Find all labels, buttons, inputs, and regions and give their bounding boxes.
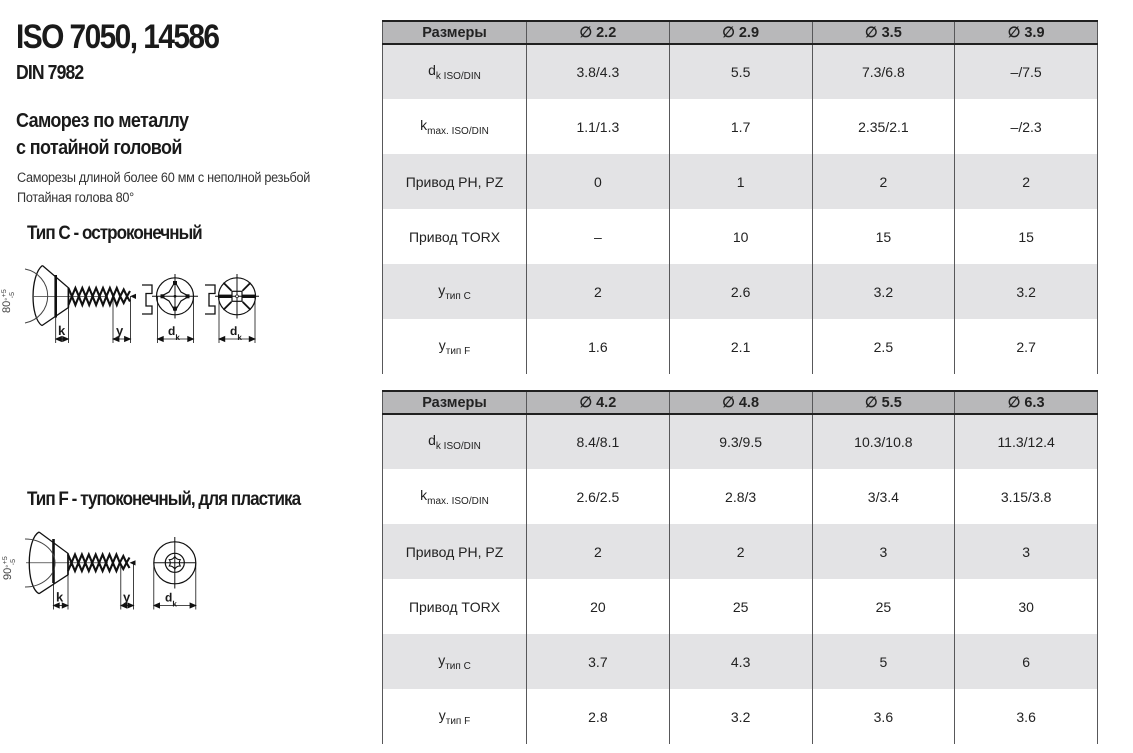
svg-text:k: k	[58, 323, 66, 338]
svg-text:90°+5-5: 90°+5-5	[2, 556, 17, 580]
svg-text:y: y	[123, 590, 131, 605]
svg-text:80°+5-5: 80°+5-5	[1, 289, 16, 313]
svg-text:k: k	[56, 590, 64, 605]
svg-text:y: y	[116, 323, 124, 338]
